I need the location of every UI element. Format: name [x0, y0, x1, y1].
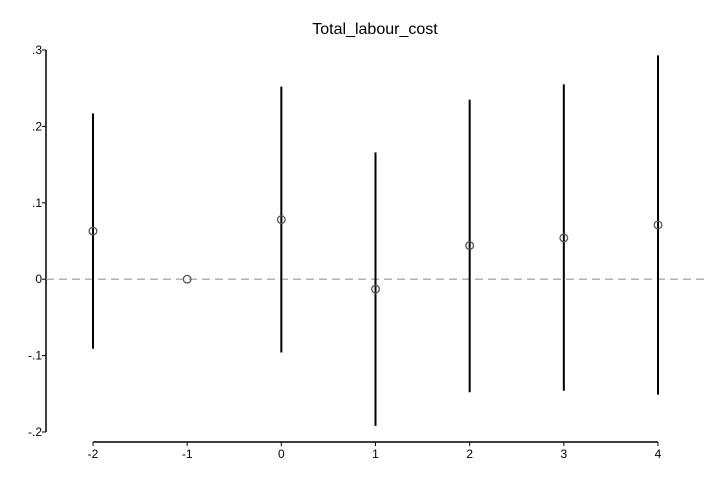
- x-axis: -2 -1 0 1 2 3 4: [88, 441, 662, 461]
- point-estimate: [88, 226, 98, 236]
- y-tick-label: .3: [32, 43, 42, 57]
- y-tick-label: -.1: [28, 349, 42, 363]
- point-estimate: [371, 284, 380, 294]
- y-tick-label: -.2: [28, 425, 42, 439]
- point-estimate: [465, 241, 475, 251]
- confidence-intervals: [92, 55, 659, 426]
- chart-title: Total_labour_cost: [312, 21, 438, 38]
- x-tick-label: 1: [372, 447, 379, 461]
- point-estimates: [88, 215, 663, 294]
- x-tick-label: 3: [560, 447, 567, 461]
- point-estimate: [276, 215, 286, 225]
- point-estimate: [653, 220, 663, 230]
- x-tick-label: 0: [278, 447, 285, 461]
- point-estimate: [182, 274, 192, 284]
- x-tick-label: 4: [655, 447, 662, 461]
- y-axis: -.2 -.1 0 .1 .2 .3: [28, 43, 47, 439]
- x-tick-label: 2: [466, 447, 473, 461]
- y-tick-label: .2: [32, 119, 42, 133]
- point-estimate: [559, 233, 569, 243]
- y-tick-label: 0: [35, 272, 42, 286]
- x-tick-label: -2: [88, 447, 99, 461]
- y-tick-label: .1: [32, 196, 42, 210]
- x-tick-label: -1: [182, 447, 193, 461]
